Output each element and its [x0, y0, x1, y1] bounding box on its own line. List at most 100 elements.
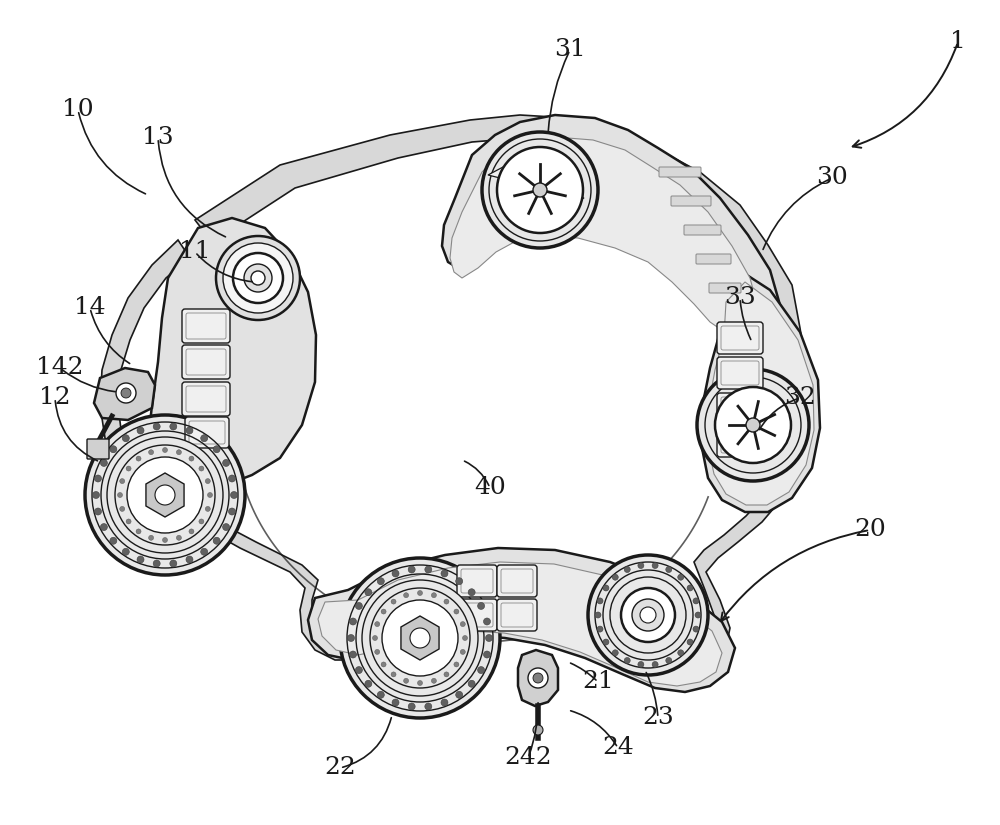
- Circle shape: [251, 271, 265, 285]
- Circle shape: [603, 639, 609, 645]
- Circle shape: [350, 651, 357, 658]
- Circle shape: [666, 658, 672, 663]
- Circle shape: [460, 649, 465, 654]
- Circle shape: [201, 435, 208, 441]
- Circle shape: [697, 369, 809, 481]
- Polygon shape: [401, 616, 439, 660]
- Text: 40: 40: [474, 477, 506, 499]
- Circle shape: [478, 602, 485, 610]
- Circle shape: [153, 423, 160, 430]
- Circle shape: [122, 549, 129, 555]
- Circle shape: [355, 667, 362, 673]
- Circle shape: [92, 492, 100, 498]
- Circle shape: [127, 457, 203, 533]
- FancyBboxPatch shape: [659, 167, 701, 177]
- Circle shape: [170, 560, 177, 567]
- Circle shape: [652, 563, 658, 568]
- FancyBboxPatch shape: [671, 196, 711, 206]
- Circle shape: [478, 667, 485, 673]
- Circle shape: [715, 387, 791, 463]
- Circle shape: [340, 558, 500, 718]
- Text: 1: 1: [950, 31, 966, 54]
- Text: 12: 12: [39, 386, 71, 409]
- Circle shape: [678, 574, 684, 580]
- Circle shape: [410, 628, 430, 648]
- Circle shape: [425, 703, 432, 710]
- Circle shape: [483, 618, 490, 625]
- Circle shape: [110, 537, 117, 544]
- Circle shape: [444, 599, 449, 604]
- Circle shape: [213, 537, 220, 544]
- Circle shape: [121, 388, 131, 398]
- Circle shape: [208, 493, 212, 497]
- Circle shape: [431, 592, 436, 597]
- Circle shape: [528, 668, 548, 688]
- Circle shape: [640, 607, 656, 623]
- Text: 32: 32: [784, 386, 816, 409]
- Circle shape: [687, 639, 693, 645]
- FancyBboxPatch shape: [696, 254, 731, 264]
- FancyBboxPatch shape: [87, 439, 109, 459]
- FancyBboxPatch shape: [709, 283, 741, 293]
- Circle shape: [223, 524, 230, 530]
- Circle shape: [176, 535, 181, 540]
- Circle shape: [100, 460, 107, 466]
- Circle shape: [162, 447, 168, 452]
- Circle shape: [176, 450, 181, 455]
- Circle shape: [153, 560, 160, 567]
- Circle shape: [189, 529, 194, 534]
- Circle shape: [223, 460, 230, 466]
- Circle shape: [136, 456, 141, 461]
- Circle shape: [392, 570, 399, 577]
- Circle shape: [404, 678, 409, 683]
- Circle shape: [162, 538, 168, 543]
- FancyBboxPatch shape: [717, 357, 763, 389]
- Circle shape: [370, 588, 470, 688]
- Circle shape: [362, 580, 478, 696]
- Circle shape: [365, 681, 372, 687]
- Circle shape: [372, 635, 378, 640]
- Circle shape: [624, 658, 630, 663]
- Circle shape: [408, 703, 415, 710]
- Polygon shape: [510, 175, 562, 198]
- Text: 11: 11: [179, 241, 211, 263]
- Circle shape: [444, 672, 449, 676]
- Circle shape: [149, 535, 154, 540]
- Text: 21: 21: [582, 671, 614, 694]
- Circle shape: [348, 634, 354, 642]
- Circle shape: [199, 466, 204, 471]
- FancyBboxPatch shape: [457, 565, 497, 597]
- Circle shape: [213, 446, 220, 453]
- Circle shape: [693, 626, 699, 632]
- Circle shape: [107, 437, 223, 553]
- Text: 23: 23: [642, 706, 674, 729]
- Circle shape: [441, 570, 448, 577]
- Text: 22: 22: [324, 757, 356, 780]
- FancyBboxPatch shape: [497, 599, 537, 631]
- Circle shape: [377, 691, 384, 698]
- Text: 30: 30: [816, 167, 848, 190]
- Text: 33: 33: [724, 286, 756, 309]
- Text: 10: 10: [62, 98, 94, 121]
- FancyBboxPatch shape: [717, 322, 763, 354]
- Circle shape: [482, 132, 598, 248]
- Circle shape: [454, 662, 459, 667]
- Polygon shape: [148, 218, 316, 492]
- Polygon shape: [308, 548, 735, 692]
- Text: 242: 242: [504, 747, 552, 770]
- Circle shape: [468, 589, 475, 596]
- Circle shape: [462, 635, 468, 640]
- Circle shape: [199, 519, 204, 524]
- Circle shape: [149, 450, 154, 455]
- Circle shape: [468, 681, 475, 687]
- Circle shape: [136, 529, 141, 534]
- Circle shape: [381, 662, 386, 667]
- Circle shape: [431, 678, 436, 683]
- Circle shape: [375, 621, 380, 627]
- Circle shape: [603, 585, 609, 591]
- Text: 20: 20: [854, 518, 886, 541]
- Circle shape: [95, 475, 102, 482]
- Polygon shape: [100, 115, 808, 685]
- Circle shape: [533, 725, 543, 735]
- Circle shape: [126, 519, 131, 524]
